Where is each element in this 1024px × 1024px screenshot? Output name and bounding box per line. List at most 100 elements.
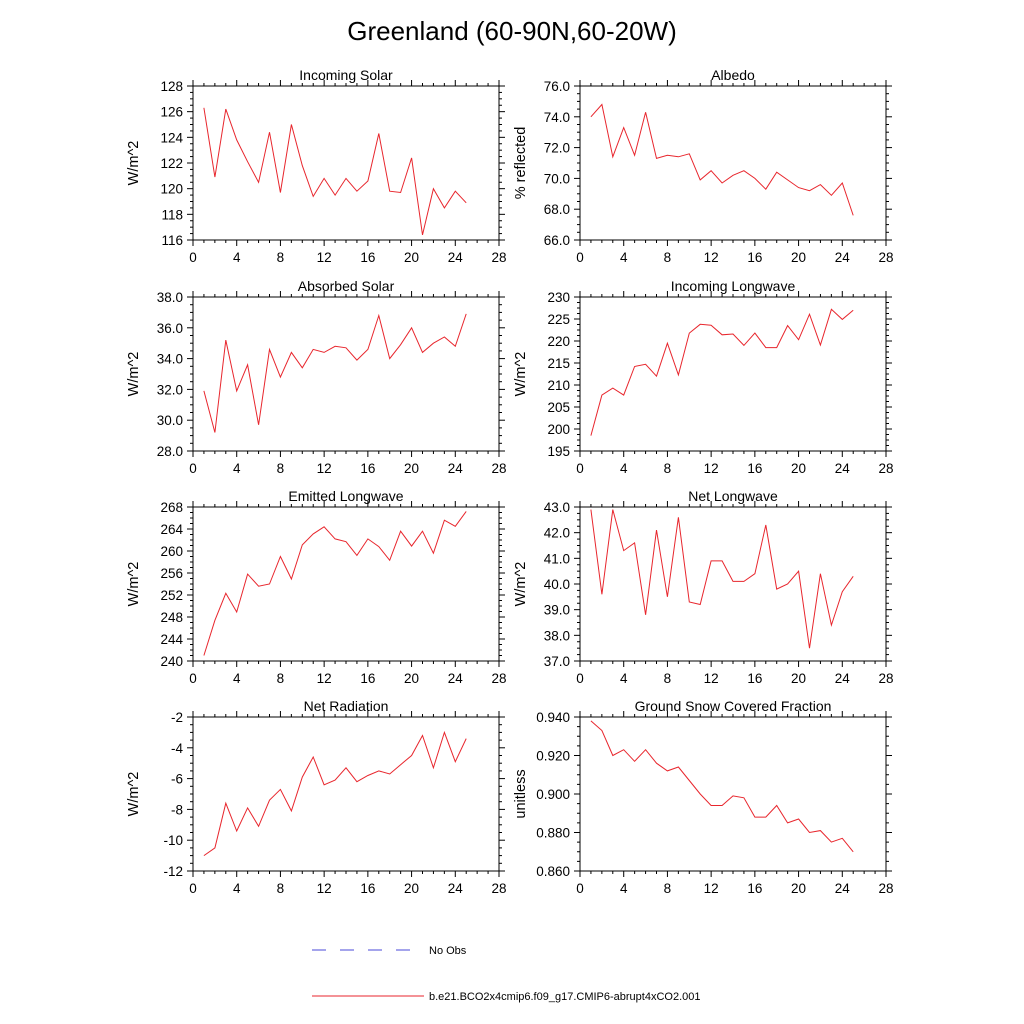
chart-panel-2: Albedo 0 4 8 12 16 20 24 28 66.0 68.0 70.0 72.0 74.0 7… xyxy=(513,67,894,265)
x-tick-label: 12 xyxy=(317,250,332,265)
y-tick-label: 39.0 xyxy=(544,603,570,618)
y-tick-label: 72.0 xyxy=(544,141,570,156)
x-tick-label: 24 xyxy=(448,461,464,476)
x-tick-label: 4 xyxy=(233,671,241,686)
x-tick-label: 12 xyxy=(317,881,332,896)
panel-title: Albedo xyxy=(711,67,755,83)
chart-panel-6: Net Longwave 0 4 8 12 16 20 24 28 37.0 38.0 39.0 40.… xyxy=(513,488,894,686)
panel-title: Absorbed Solar xyxy=(298,278,395,294)
y-tick-label: 244 xyxy=(160,632,183,647)
x-tick-label: 12 xyxy=(704,250,719,265)
x-tick-label: 0 xyxy=(576,881,584,896)
chart-panel-3: Absorbed Solar 0 4 8 12 16 20 24 28 28.0 30.0 32.0 3… xyxy=(126,278,507,476)
y-tick-label: 38.0 xyxy=(544,628,570,643)
y-tick-label: 120 xyxy=(160,182,183,197)
y-tick-label: 268 xyxy=(160,500,183,515)
y-tick-label: 0.940 xyxy=(536,710,570,725)
x-tick-label: 8 xyxy=(664,671,672,686)
x-tick-label: 16 xyxy=(747,461,762,476)
series-line-model xyxy=(590,509,854,649)
series-line-model xyxy=(590,720,854,853)
y-tick-label: 40.0 xyxy=(544,577,570,592)
y-axis-label: W/m^2 xyxy=(126,352,142,397)
x-tick-label: 24 xyxy=(835,671,851,686)
legend: No Obs b.e21.BCO2x4cmip6.f09_g17.CMIP6-a… xyxy=(312,945,701,1003)
x-tick-label: 8 xyxy=(277,881,285,896)
y-axis-label: % reflected xyxy=(513,127,529,200)
x-tick-label: 0 xyxy=(576,461,584,476)
y-tick-label: 256 xyxy=(160,566,183,581)
series-line-model xyxy=(203,511,467,656)
y-tick-label: 0.920 xyxy=(536,749,570,764)
x-tick-label: 28 xyxy=(878,881,893,896)
y-tick-label: -6 xyxy=(171,772,183,787)
y-tick-label: 230 xyxy=(547,290,570,305)
y-tick-label: 260 xyxy=(160,544,183,559)
y-tick-label: 118 xyxy=(161,207,183,222)
y-tick-label: 124 xyxy=(160,130,183,145)
chart-panel-1: Incoming Solar 0 4 8 12 16 20 24 28 116 118 120 122 1… xyxy=(126,67,507,265)
y-tick-label: 252 xyxy=(160,588,183,603)
panel-title: Net Radiation xyxy=(304,698,389,714)
x-tick-label: 24 xyxy=(448,250,464,265)
y-tick-label: 122 xyxy=(160,156,183,171)
panel-title: Ground Snow Covered Fraction xyxy=(635,698,832,714)
x-tick-label: 8 xyxy=(277,250,285,265)
x-tick-label: 28 xyxy=(491,671,506,686)
y-tick-label: 215 xyxy=(547,356,570,371)
panel-title: Incoming Solar xyxy=(299,67,393,83)
y-tick-label: 74.0 xyxy=(544,110,570,125)
plot-frame xyxy=(579,296,887,452)
plot-frame xyxy=(192,716,500,872)
plot-frame xyxy=(192,85,500,241)
y-axis-label: W/m^2 xyxy=(126,562,142,607)
chart-panel-5: Emitted Longwave 0 4 8 12 16 20 24 28 240 244 248 25… xyxy=(126,488,507,686)
x-tick-label: 0 xyxy=(189,671,197,686)
x-tick-label: 28 xyxy=(878,461,893,476)
x-tick-label: 16 xyxy=(360,671,375,686)
y-tick-label: 42.0 xyxy=(544,526,570,541)
plot-frame xyxy=(579,506,887,662)
x-tick-label: 4 xyxy=(620,671,628,686)
series-line-model xyxy=(590,308,854,436)
x-tick-label: 4 xyxy=(620,881,628,896)
x-tick-label: 4 xyxy=(233,461,241,476)
x-tick-label: 0 xyxy=(576,250,584,265)
x-tick-label: 12 xyxy=(317,671,332,686)
x-tick-label: 28 xyxy=(491,250,506,265)
x-tick-label: 16 xyxy=(360,461,375,476)
x-tick-label: 16 xyxy=(747,881,762,896)
x-tick-label: 24 xyxy=(448,881,464,896)
x-tick-label: 12 xyxy=(704,881,719,896)
x-tick-label: 28 xyxy=(878,250,893,265)
series-line-model xyxy=(203,313,467,433)
y-tick-label: 210 xyxy=(547,378,570,393)
x-tick-label: 4 xyxy=(233,881,241,896)
y-tick-label: 37.0 xyxy=(544,654,570,669)
y-tick-label: 68.0 xyxy=(544,202,570,217)
x-tick-label: 16 xyxy=(747,250,762,265)
y-tick-label: 66.0 xyxy=(544,233,570,248)
x-tick-label: 0 xyxy=(189,881,197,896)
x-tick-label: 20 xyxy=(404,461,419,476)
plot-frame xyxy=(192,506,500,662)
plot-frame xyxy=(579,716,887,872)
legend-obs-label: No Obs xyxy=(429,945,467,957)
x-tick-label: 0 xyxy=(576,671,584,686)
y-tick-label: 0.860 xyxy=(536,864,570,879)
x-tick-label: 12 xyxy=(704,671,719,686)
x-tick-label: 8 xyxy=(664,881,672,896)
y-tick-label: 264 xyxy=(160,522,183,537)
y-tick-label: 43.0 xyxy=(544,500,570,515)
x-tick-label: 8 xyxy=(277,671,285,686)
x-tick-label: 24 xyxy=(448,671,464,686)
y-tick-label: 205 xyxy=(547,400,570,415)
x-tick-label: 24 xyxy=(835,250,851,265)
series-line-model xyxy=(203,107,467,236)
x-tick-label: 20 xyxy=(404,250,419,265)
legend-model-label: b.e21.BCO2x4cmip6.f09_g17.CMIP6-abrupt4x… xyxy=(429,991,701,1003)
y-tick-label: 41.0 xyxy=(544,551,570,566)
y-tick-label: 76.0 xyxy=(544,79,570,94)
y-tick-label: 38.0 xyxy=(157,290,183,305)
